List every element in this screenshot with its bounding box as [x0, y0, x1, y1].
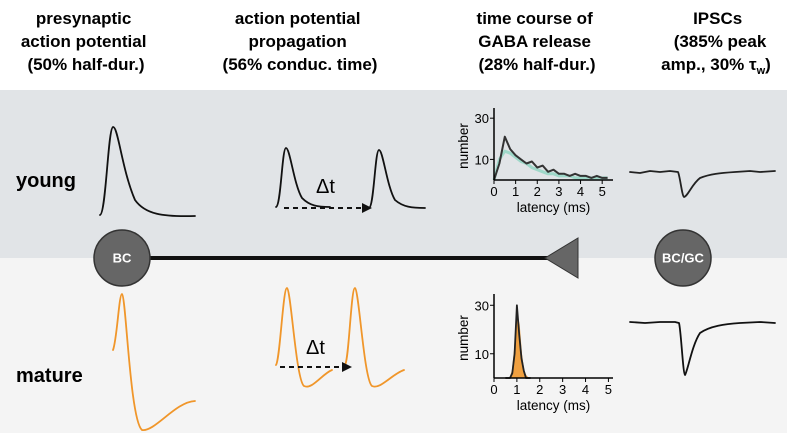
y-tick-label: 10	[475, 347, 489, 362]
mature-band	[0, 258, 787, 433]
header-line: (385% peak	[674, 32, 767, 51]
headers: presynaptic action potential (50% half-d…	[21, 9, 771, 77]
delta-t: Δt	[306, 337, 325, 359]
y-tick-label: 30	[475, 298, 489, 313]
x-tick-label: 1	[513, 382, 520, 397]
header-line: IPSCs	[693, 9, 742, 28]
mature-ap-1	[275, 287, 333, 388]
mature-histogram: 0 1 2 3 4 5 10 30 latency (ms) number	[456, 294, 613, 413]
header: IPSCs (385% peak	[674, 9, 767, 51]
header-line: (28% half-dur.)	[478, 55, 595, 74]
mature-ap-2	[344, 287, 405, 388]
x-axis-label: latency (ms)	[517, 398, 591, 413]
young-band	[0, 90, 787, 258]
header: action potential propagation (56% conduc…	[223, 9, 378, 74]
header-line: action potential	[235, 9, 361, 28]
target-node	[654, 229, 712, 287]
x-tick-label: 3	[555, 184, 562, 199]
x-tick-label: 4	[582, 382, 589, 397]
header-line: (56% conduc. time)	[223, 55, 378, 74]
bc-node	[93, 229, 151, 287]
terminal	[544, 237, 579, 279]
histogram-line	[493, 135, 608, 181]
arrow-head	[362, 203, 372, 213]
delta-t: Δt	[316, 176, 335, 198]
header-line: amp., 30% τ	[661, 55, 757, 74]
y-axis-label: number	[456, 315, 471, 361]
x-axis-label: latency (ms)	[517, 200, 591, 215]
x-tick-label: 5	[599, 184, 606, 199]
y-axis-label: number	[456, 123, 471, 169]
young-ap	[99, 126, 196, 218]
mature-ap	[112, 293, 196, 431]
header: time course of GABA release (28% half-du…	[477, 9, 598, 74]
young-ipsc	[629, 170, 776, 198]
young-ap-1	[275, 147, 331, 208]
header-line: action potential	[21, 32, 147, 51]
y-tick-label: 10	[475, 152, 489, 167]
young-ap-2	[368, 149, 426, 209]
header-line: time course of	[477, 9, 594, 28]
mature-ipsc	[629, 321, 776, 376]
x-tick-label: 1	[512, 184, 519, 199]
x-tick-label: 0	[490, 184, 497, 199]
header-line: presynaptic	[36, 9, 131, 28]
arrow-head	[342, 362, 352, 372]
x-tick-label: 3	[559, 382, 566, 397]
young-histogram: 0 1 2 3 4 5 10 30 latency (ms) number	[456, 108, 613, 215]
header-line: GABA release	[478, 32, 591, 51]
x-tick-label: 5	[605, 382, 612, 397]
header: presynaptic action potential (50% half-d…	[21, 9, 151, 74]
row-label: young	[16, 170, 76, 192]
node-label: BC/GC	[662, 250, 705, 265]
x-tick-label: 4	[577, 184, 584, 199]
y-tick-label: 30	[475, 111, 489, 126]
header-tail: )	[765, 55, 771, 74]
node-label: BC	[113, 250, 132, 265]
row-label: mature	[16, 365, 83, 387]
x-tick-label: 2	[536, 382, 543, 397]
subscript: w	[756, 65, 766, 77]
x-tick-label: 0	[490, 382, 497, 397]
x-tick-label: 2	[534, 184, 541, 199]
header: amp., 30% τw)	[661, 55, 771, 77]
header-line: propagation	[249, 32, 347, 51]
header-line: (50% half-dur.)	[27, 55, 144, 74]
